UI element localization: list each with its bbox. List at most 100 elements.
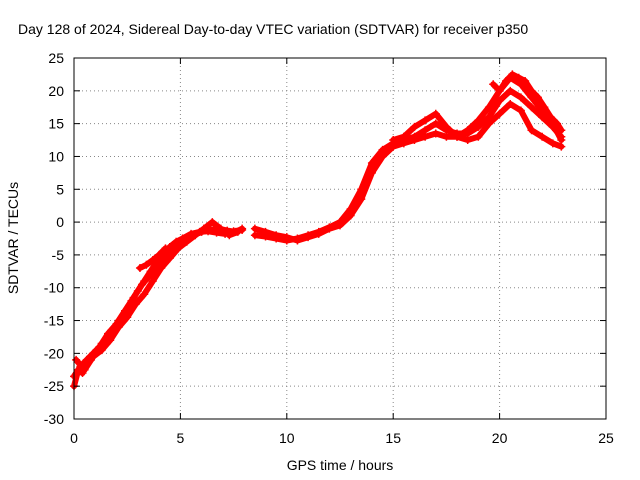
y-tick-label: -20 [44, 345, 64, 361]
data-point [495, 109, 504, 118]
data-point [148, 256, 157, 265]
data-point [548, 139, 557, 148]
data-point [272, 231, 281, 240]
y-tick-label: 10 [48, 148, 64, 164]
data-point [508, 70, 517, 79]
data-point [146, 267, 155, 276]
data-point [89, 352, 98, 361]
data-point [127, 296, 136, 305]
data-point [208, 218, 217, 227]
data-series-1 [70, 224, 247, 391]
data-series-layer [70, 70, 566, 391]
data-point [474, 132, 483, 141]
data-point [378, 152, 387, 161]
data-point [521, 76, 530, 85]
data-point [442, 122, 451, 131]
data-series-3 [72, 218, 242, 374]
x-tick-label: 15 [385, 430, 401, 446]
data-point [233, 227, 242, 236]
data-point [106, 336, 115, 345]
data-point [538, 132, 547, 141]
plot-frame [73, 57, 607, 420]
x-axis-label: GPS time / hours [287, 457, 394, 473]
data-point [463, 136, 472, 145]
data-point [178, 234, 187, 243]
y-tick-label: -25 [44, 378, 64, 394]
y-tick-label: -5 [52, 247, 65, 263]
data-point [557, 142, 566, 151]
data-point [484, 119, 493, 128]
data-point [357, 195, 366, 204]
data-point [293, 236, 302, 245]
data-point [431, 129, 440, 138]
data-point [157, 264, 166, 273]
x-tick-label: 10 [279, 430, 295, 446]
y-tick-label: -10 [44, 280, 64, 296]
data-series-7 [389, 99, 566, 151]
y-axis-label: SDTVAR / TECUs [5, 182, 21, 294]
data-point [410, 122, 419, 131]
y-tick-label: 0 [56, 214, 64, 230]
data-point [212, 228, 221, 237]
data-point [346, 211, 355, 220]
data-point [161, 244, 170, 253]
data-point [516, 106, 525, 115]
data-point [304, 233, 313, 242]
data-point [121, 306, 130, 315]
data-point [367, 159, 376, 168]
y-tick-label: 15 [48, 116, 64, 132]
data-point [216, 224, 225, 233]
y-tick-label: 20 [48, 83, 64, 99]
data-point [421, 132, 430, 141]
data-point [516, 93, 525, 102]
data-point [155, 250, 164, 259]
y-tick-label: -15 [44, 313, 64, 329]
x-tick-label: 0 [70, 430, 78, 446]
data-point [314, 229, 323, 238]
data-point [540, 103, 549, 112]
data-point [165, 254, 174, 263]
data-point [389, 136, 398, 145]
x-tick-label: 5 [177, 430, 185, 446]
data-point [191, 231, 200, 240]
data-point [325, 224, 334, 233]
data-point [172, 237, 181, 246]
data-point [140, 290, 149, 299]
data-point [182, 237, 191, 246]
data-point [133, 287, 142, 296]
data-point [114, 323, 123, 332]
data-point [463, 126, 472, 135]
series-trace [490, 71, 565, 134]
x-tick-label: 20 [492, 430, 508, 446]
data-point [484, 103, 493, 112]
data-point [453, 132, 462, 141]
data-point [489, 80, 498, 89]
data-point [501, 76, 510, 85]
series-trace [73, 219, 241, 373]
data-point [135, 264, 144, 273]
data-point [97, 346, 106, 355]
series-trace [251, 74, 565, 244]
grid-lines [74, 58, 606, 419]
data-point [140, 277, 149, 286]
y-tick-label: 25 [48, 50, 64, 66]
data-series-8 [489, 70, 566, 135]
data-point [506, 86, 515, 95]
data-point [174, 244, 183, 253]
data-point [533, 93, 542, 102]
data-point [506, 99, 515, 108]
chart-title: Day 128 of 2024, Sidereal Day-to-day VTE… [18, 21, 528, 37]
data-point [514, 73, 523, 82]
data-point [527, 103, 536, 112]
data-series-4 [135, 244, 170, 273]
data-point [495, 86, 504, 95]
data-point [225, 231, 234, 240]
data-point [399, 132, 408, 141]
data-point [474, 116, 483, 125]
data-point [72, 355, 81, 364]
data-point [142, 260, 151, 269]
y-tick-label: 5 [56, 181, 64, 197]
data-point [495, 96, 504, 105]
data-point [282, 233, 291, 242]
